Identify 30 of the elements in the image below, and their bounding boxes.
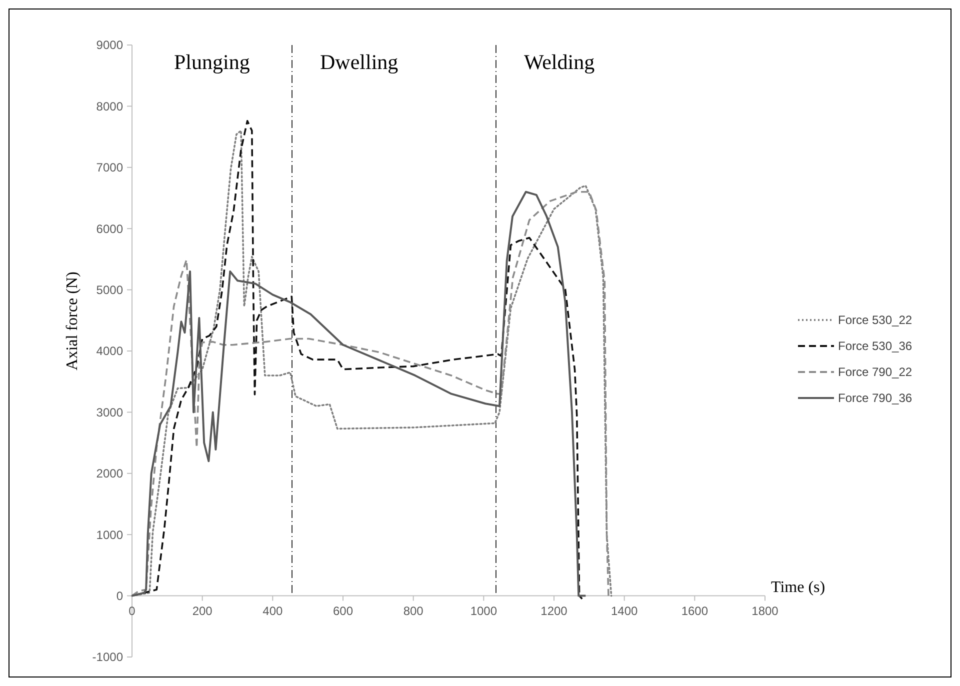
y-tick-label: 7000 — [96, 160, 124, 175]
x-tick-label: 600 — [332, 604, 354, 618]
annotation: Welding — [524, 50, 596, 74]
x-tick-label: 1400 — [610, 604, 638, 618]
x-axis-title: Time (s) — [771, 578, 826, 596]
y-tick-label: 0 — [116, 589, 124, 603]
legend-label: Force 530_22 — [838, 313, 912, 328]
x-tick-label: 400 — [262, 604, 283, 618]
legend-label: Force 530_36 — [838, 339, 912, 354]
y-tick-label: 6000 — [96, 222, 124, 236]
y-tick-label: -1000 — [92, 650, 124, 664]
x-tick-label: 200 — [192, 604, 213, 618]
y-tick-label: 2000 — [96, 466, 124, 481]
y-tick-label: 9000 — [96, 38, 124, 52]
y-tick-label: 3000 — [96, 405, 124, 420]
x-tick-label: 1000 — [470, 604, 498, 618]
y-tick-label: 8000 — [96, 99, 124, 114]
annotation: Dwelling — [320, 50, 399, 74]
annotation: Plunging — [174, 50, 250, 74]
x-tick-label: 0 — [128, 604, 136, 618]
legend-label: Force 790_22 — [838, 365, 912, 380]
x-tick-label: 1800 — [752, 604, 779, 618]
x-tick-label: 1600 — [681, 604, 708, 618]
y-tick-label: 1000 — [96, 528, 124, 542]
x-tick-label: 800 — [403, 604, 424, 618]
x-tick-label: 1200 — [540, 604, 568, 618]
y-tick-label: 4000 — [96, 344, 124, 358]
y-axis-title: Axial force (N) — [64, 272, 81, 370]
legend-label: Force 790_36 — [838, 391, 912, 406]
y-tick-label: 5000 — [96, 283, 124, 297]
